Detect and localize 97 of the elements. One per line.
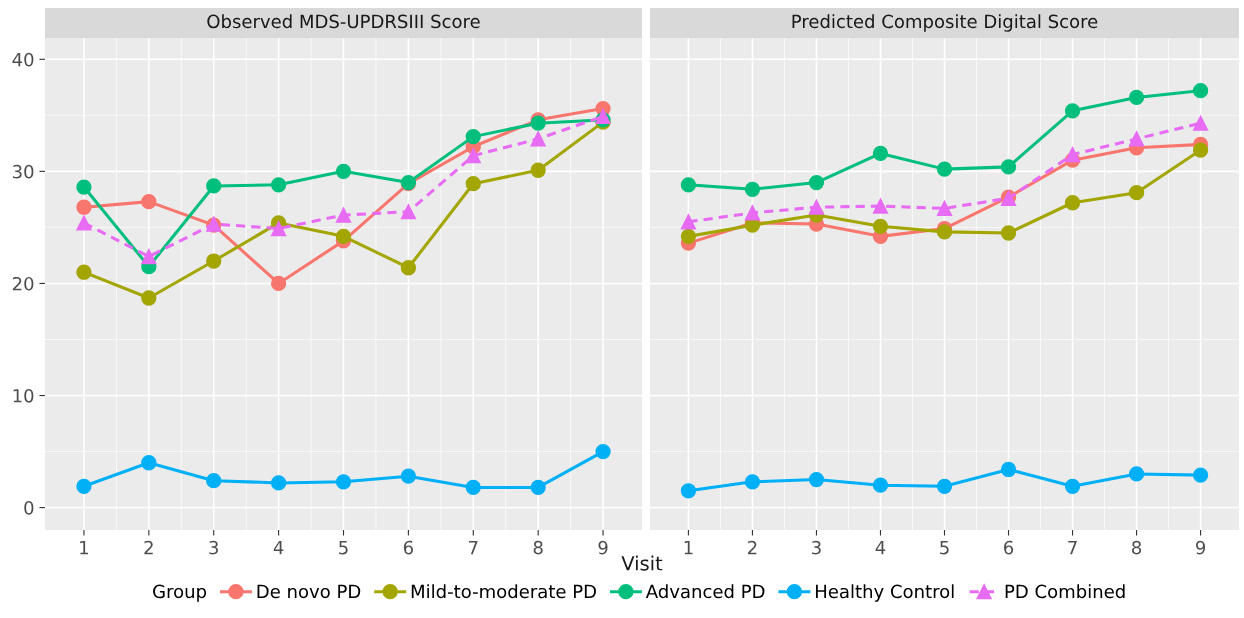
point xyxy=(680,483,697,499)
point xyxy=(808,471,825,488)
x-tick-label: 1 xyxy=(80,540,89,555)
legend-label: Mild-to-moderate PD xyxy=(411,584,596,599)
point xyxy=(744,205,761,221)
chart-title: Predicted Composite Digital Score xyxy=(792,14,1098,32)
point xyxy=(206,473,222,489)
point xyxy=(1128,185,1145,201)
x-tick-label: 9 xyxy=(598,540,608,555)
point xyxy=(76,199,92,215)
point xyxy=(1000,159,1017,175)
x-tick-label: 1 xyxy=(684,540,693,555)
point xyxy=(872,218,889,234)
point xyxy=(680,177,697,193)
point xyxy=(872,145,889,162)
point xyxy=(76,478,92,494)
legend-label: Advanced PD xyxy=(645,584,765,599)
x-tick-label: 2 xyxy=(144,540,153,555)
point xyxy=(270,220,287,237)
point xyxy=(1064,146,1081,163)
point xyxy=(141,455,157,471)
point xyxy=(1192,142,1209,158)
x-tick-label: 6 xyxy=(403,540,413,555)
point xyxy=(808,174,825,191)
y-tick-label: 30 xyxy=(12,164,34,179)
x-tick-label: 2 xyxy=(748,540,757,555)
point xyxy=(1192,115,1209,131)
point xyxy=(872,477,889,493)
x-tick-label: 9 xyxy=(1195,540,1206,555)
x-tick-label: 7 xyxy=(1068,540,1077,555)
point xyxy=(206,178,222,194)
point xyxy=(335,474,352,490)
point xyxy=(400,204,417,220)
point xyxy=(465,176,481,192)
point xyxy=(936,478,953,494)
point xyxy=(270,475,287,491)
point xyxy=(808,199,825,215)
point xyxy=(744,181,761,197)
point xyxy=(270,275,287,292)
point xyxy=(530,479,546,496)
point xyxy=(465,148,481,164)
point xyxy=(141,290,157,306)
point xyxy=(1128,89,1145,106)
point xyxy=(1064,195,1081,211)
point xyxy=(335,207,352,223)
legend-title: Group xyxy=(153,584,207,602)
x-tick-label: 6 xyxy=(1004,540,1014,555)
x-tick-label: 3 xyxy=(209,540,219,555)
point xyxy=(936,161,953,177)
point xyxy=(76,179,92,195)
point xyxy=(1192,467,1209,483)
point xyxy=(141,248,157,265)
legend-label: PD Combined xyxy=(1005,584,1125,599)
y-tick-label: 40 xyxy=(12,52,34,67)
point xyxy=(1000,225,1017,241)
x-tick-label: 7 xyxy=(469,540,478,555)
x-axis-title: Visit xyxy=(621,555,663,571)
point xyxy=(270,177,287,193)
point xyxy=(1064,478,1081,494)
point xyxy=(1064,103,1081,119)
point xyxy=(595,443,611,460)
point xyxy=(1000,461,1017,478)
point xyxy=(141,193,157,210)
x-tick-label: 8 xyxy=(533,540,543,555)
legend-label: Healthy Control xyxy=(816,584,954,602)
x-tick-label: 5 xyxy=(339,540,348,555)
x-tick-label: 5 xyxy=(940,540,949,555)
point xyxy=(335,228,352,245)
x-tick-label: 4 xyxy=(875,540,886,555)
point xyxy=(400,468,417,484)
point xyxy=(680,228,697,245)
legend-label: De novo PD xyxy=(257,584,361,599)
point xyxy=(335,163,352,180)
point xyxy=(872,198,889,214)
chart-title: Observed MDS-UPDRSIII Score xyxy=(207,14,480,29)
x-tick-label: 3 xyxy=(812,540,821,555)
point xyxy=(595,108,611,125)
x-tick-label: 4 xyxy=(273,540,284,555)
point xyxy=(680,214,697,230)
y-tick-label: 0 xyxy=(24,501,34,515)
point xyxy=(76,215,92,231)
point xyxy=(206,253,222,269)
point xyxy=(936,224,953,240)
point xyxy=(400,260,417,276)
point xyxy=(1192,83,1209,99)
point xyxy=(1128,131,1145,147)
point xyxy=(530,162,546,178)
point xyxy=(465,128,481,145)
y-tick-label: 20 xyxy=(12,276,34,291)
point xyxy=(530,131,546,147)
point xyxy=(76,264,92,280)
point xyxy=(936,200,953,216)
x-tick-label: 8 xyxy=(1132,540,1142,555)
point xyxy=(1128,466,1145,482)
point xyxy=(465,479,481,496)
y-tick-label: 10 xyxy=(13,388,34,403)
point xyxy=(744,474,761,490)
